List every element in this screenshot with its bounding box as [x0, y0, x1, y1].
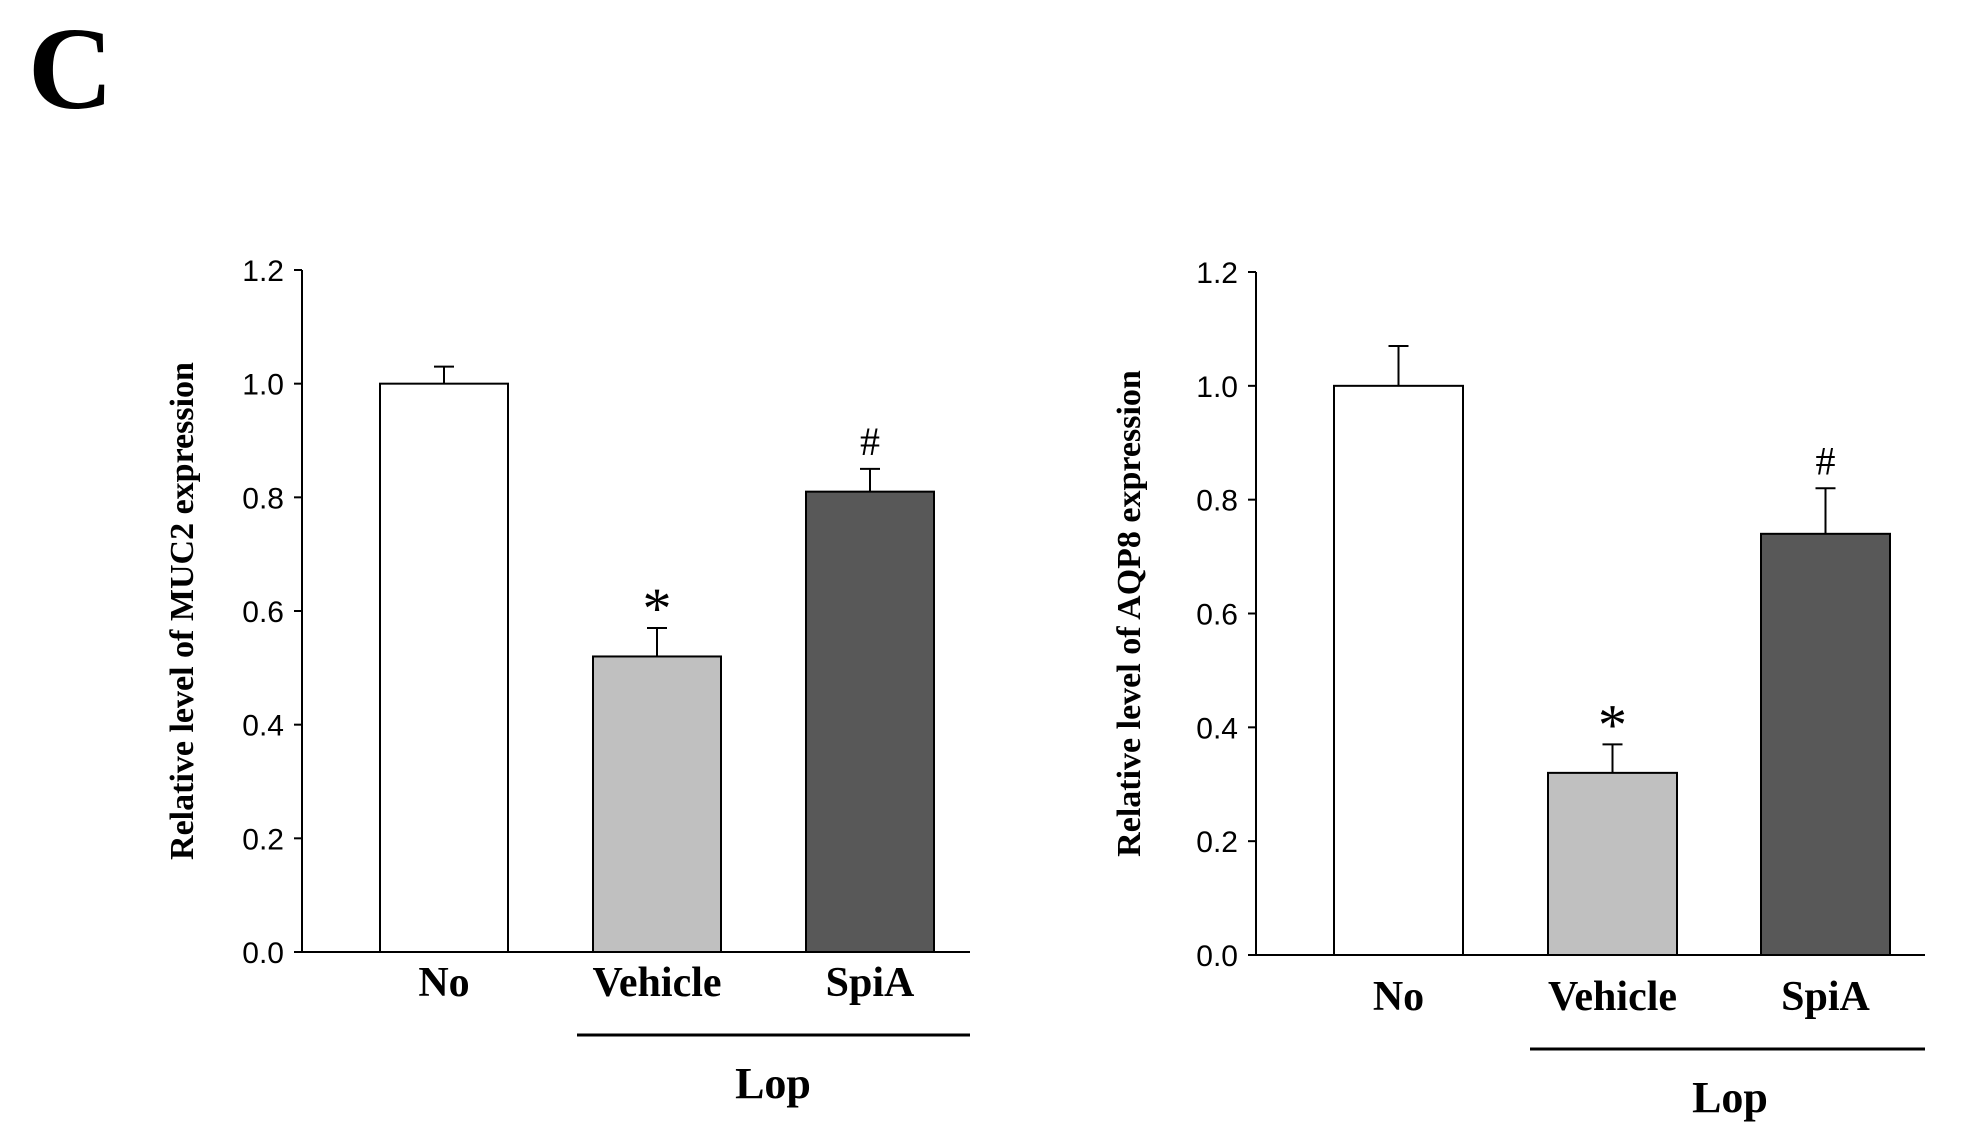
- bar-no: [379, 382, 509, 953]
- chart-1: 0.0 0.2 0.4 0.6 0.8 1.0 1.2 Relative level of M…: [164, 255, 970, 1108]
- y-tick-label: 0.8: [242, 482, 284, 515]
- category-label: Vehicle: [1548, 974, 1677, 1020]
- chart-2: 0.0 0.2 0.4 0.6 0.8 1.0 1.2 Relative level of A…: [1111, 257, 1925, 1122]
- y-tick-label: 0.2: [1196, 826, 1238, 859]
- y-tick-label: 0.0: [1196, 940, 1238, 973]
- bar-vehicle: [1547, 771, 1678, 956]
- bar-no: [1333, 384, 1464, 957]
- significance-marker: #: [860, 419, 880, 464]
- group-label: Lop: [1692, 1073, 1768, 1122]
- category-label: No: [1373, 974, 1424, 1020]
- significance-marker: #: [1816, 438, 1836, 483]
- y-tick-label: 0.4: [242, 710, 284, 743]
- y-axis-label: Relative level of MUC2 expression: [164, 362, 201, 860]
- significance-marker: *: [1598, 692, 1627, 757]
- y-tick-label: 1.0: [1196, 371, 1238, 404]
- y-tick-label: 0.2: [242, 823, 284, 856]
- y-axis-label: Relative level of AQP8 expression: [1111, 370, 1148, 857]
- y-tick-label: 1.2: [1196, 257, 1238, 290]
- y-tick-label: 1.0: [242, 369, 284, 402]
- significance-marker: *: [643, 576, 672, 641]
- category-label: Vehicle: [592, 960, 721, 1006]
- y-tick-label: 1.2: [242, 255, 284, 288]
- category-label: SpiA: [1781, 974, 1870, 1020]
- panel-label: C: [28, 3, 114, 134]
- y-tick-label: 0.8: [1196, 485, 1238, 518]
- y-tick-label: 0.0: [242, 937, 284, 970]
- bar-spia: [805, 490, 935, 953]
- bar-spia: [1760, 532, 1891, 956]
- category-label: SpiA: [826, 960, 915, 1006]
- bar-vehicle: [592, 655, 722, 953]
- group-label: Lop: [735, 1059, 811, 1108]
- category-label: No: [418, 960, 469, 1006]
- y-tick-label: 0.6: [242, 596, 284, 629]
- y-tick-label: 0.4: [1196, 712, 1238, 745]
- y-tick-label: 0.6: [1196, 599, 1238, 632]
